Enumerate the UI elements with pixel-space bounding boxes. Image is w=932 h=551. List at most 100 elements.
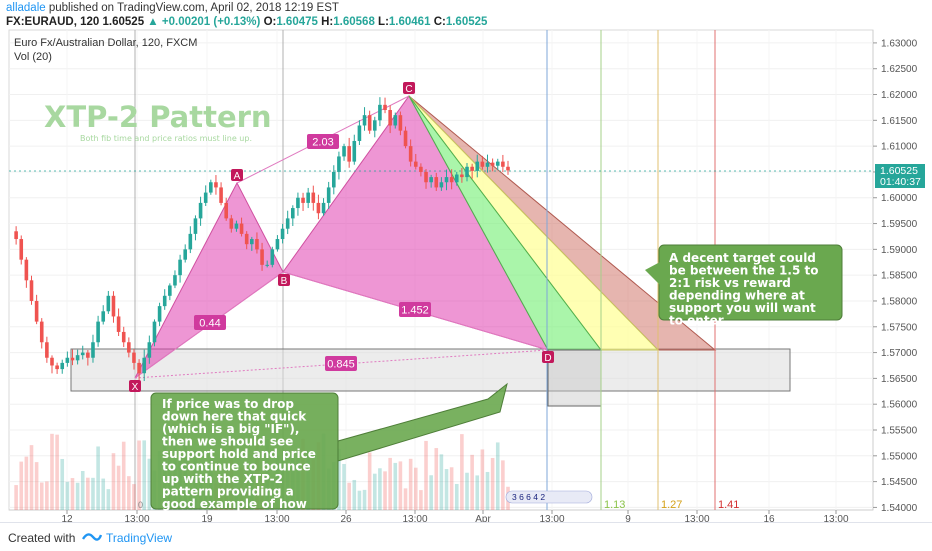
time-tick-label: 13:00 bbox=[823, 514, 848, 522]
candle-body bbox=[454, 174, 459, 183]
candle-body bbox=[34, 300, 39, 322]
volume-bar bbox=[465, 472, 469, 510]
candle-body bbox=[157, 306, 162, 322]
volume-bar bbox=[434, 448, 439, 510]
entry-box bbox=[547, 349, 602, 407]
low-value: 1.60461 bbox=[388, 16, 431, 28]
candle-body bbox=[19, 239, 24, 260]
price-tick-label: 1.58000 bbox=[881, 296, 918, 307]
price-tick-label: 1.57000 bbox=[881, 348, 918, 359]
candle-body bbox=[106, 295, 111, 312]
candle-body bbox=[127, 342, 131, 353]
candle-body bbox=[250, 239, 254, 245]
price-tick-label: 1.56500 bbox=[881, 374, 918, 385]
candle-body bbox=[280, 228, 285, 240]
volume-bar bbox=[39, 482, 44, 510]
high-value: 1.60568 bbox=[333, 16, 375, 28]
candle-body bbox=[229, 218, 234, 229]
time-tick-label: Apr bbox=[475, 514, 491, 522]
tradingview-logo-icon[interactable] bbox=[81, 530, 103, 547]
volume-bar bbox=[55, 434, 59, 510]
candle-body bbox=[485, 162, 490, 167]
candle-body bbox=[70, 357, 75, 361]
candle-body bbox=[24, 259, 29, 281]
target-note[interactable]: A decent target could be between the 1.5 … bbox=[645, 244, 843, 328]
candle-body bbox=[203, 192, 208, 203]
candle-body bbox=[296, 197, 300, 209]
candle-body bbox=[321, 202, 326, 214]
volume-bar bbox=[24, 456, 29, 510]
candle-body bbox=[239, 223, 244, 234]
volume-zero-label: 0 bbox=[138, 500, 143, 510]
candle-body bbox=[65, 357, 70, 363]
price-tick-label: 1.61000 bbox=[881, 142, 918, 153]
time-axis[interactable]: 12 13:00 19 13:00 26 13:00 Apr 13:00 9 13:00 16 13:… bbox=[61, 510, 849, 522]
volume-bar bbox=[444, 469, 449, 510]
volume-bar bbox=[60, 458, 65, 510]
point-label-x: X bbox=[132, 382, 139, 393]
event-badges[interactable]: 3 6 6 4 2 bbox=[505, 490, 593, 504]
point-badge bbox=[231, 169, 243, 181]
volume-bar bbox=[19, 461, 24, 510]
ratio-badge bbox=[307, 134, 339, 149]
volume-bar bbox=[372, 473, 377, 510]
candle-body bbox=[275, 239, 280, 250]
volume-bar bbox=[111, 453, 116, 510]
candle-body bbox=[475, 161, 480, 171]
candle-body bbox=[331, 171, 336, 188]
candle-body bbox=[183, 249, 188, 260]
point-badge bbox=[403, 82, 415, 94]
volume-bar bbox=[408, 458, 413, 510]
created-with-text: Created with bbox=[8, 531, 76, 545]
candle-body bbox=[101, 311, 106, 322]
candle-body bbox=[255, 239, 259, 250]
volume-bar bbox=[132, 484, 136, 510]
close-label: C: bbox=[433, 16, 446, 28]
candle-body bbox=[357, 125, 362, 141]
candle-body bbox=[60, 362, 65, 370]
candle-body bbox=[168, 285, 172, 296]
candle-body bbox=[398, 115, 403, 131]
candle-body bbox=[393, 115, 398, 126]
ratio-badge bbox=[399, 302, 431, 317]
point-badge bbox=[129, 380, 141, 392]
price-chart[interactable]: Euro Fx/Australian Dollar, 120, FXCM Vol… bbox=[0, 0, 932, 522]
volume-bar bbox=[80, 470, 85, 510]
volume-bar bbox=[367, 452, 372, 510]
candle-body bbox=[306, 192, 310, 203]
candle-body bbox=[80, 352, 85, 356]
volume-bar bbox=[378, 468, 382, 510]
candle-body bbox=[193, 218, 198, 234]
volume-bar bbox=[347, 482, 351, 510]
candle-body bbox=[311, 192, 316, 203]
volume-bar bbox=[86, 477, 90, 510]
pattern-points: X A B C D bbox=[129, 82, 554, 393]
volume-bar bbox=[137, 440, 141, 510]
price-tick-label: 1.55500 bbox=[881, 426, 918, 437]
time-ratio-label: 1.13 bbox=[604, 499, 625, 511]
support-note[interactable]: If price was to drop down here that quick… bbox=[150, 382, 508, 522]
volume-bar bbox=[101, 478, 106, 510]
candle-body bbox=[291, 208, 295, 219]
price-axis[interactable]: 1.63000 1.62500 1.62000 1.61500 1.61000 1.605… bbox=[873, 38, 918, 514]
volume-bar bbox=[50, 433, 54, 510]
candle-body bbox=[234, 223, 239, 229]
volume-bar bbox=[383, 471, 387, 510]
volume-bar bbox=[470, 454, 474, 510]
candle-body bbox=[116, 316, 121, 332]
legend-title: Euro Fx/Australian Dollar, 120, FXCM bbox=[14, 37, 197, 49]
candle-body bbox=[429, 177, 433, 183]
candle-body bbox=[265, 264, 269, 266]
volume-bar bbox=[147, 458, 152, 510]
volume-bar bbox=[419, 490, 423, 510]
xd-ratio-line bbox=[134, 349, 549, 379]
tradingview-brand[interactable]: TradingView bbox=[106, 531, 173, 545]
volume-bar bbox=[485, 471, 490, 510]
candle-body bbox=[490, 162, 495, 166]
candle-body bbox=[270, 249, 275, 265]
event-badge-counts: 3 6 6 4 2 bbox=[512, 492, 545, 502]
author-link[interactable]: alladale bbox=[6, 2, 46, 14]
ratio-labels: 0.44 2.03 1.452 0.845 bbox=[194, 134, 431, 371]
candle-body bbox=[132, 352, 136, 363]
support-note-text: If price was to drop down here that quick… bbox=[162, 397, 316, 522]
